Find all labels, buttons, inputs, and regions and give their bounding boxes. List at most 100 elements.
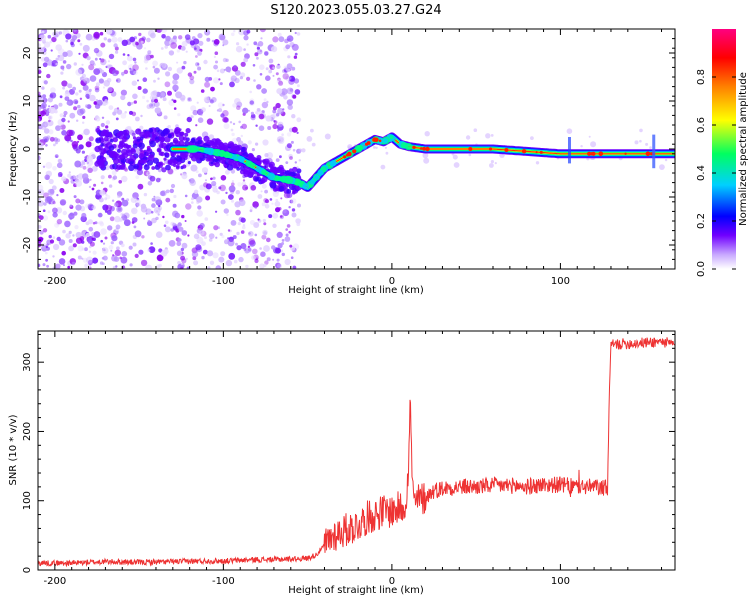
ridge-cluster-point (123, 135, 127, 139)
noise-point (121, 39, 128, 46)
noise-point (255, 124, 258, 127)
noise-point (39, 123, 47, 130)
ridge-cluster-point (157, 148, 162, 153)
noise-point (293, 55, 298, 59)
noise-point (204, 76, 210, 82)
noise-point (264, 153, 269, 158)
noise-point (145, 67, 148, 70)
noise-point (173, 99, 177, 104)
noise-point (261, 202, 266, 207)
noise-point (132, 93, 138, 100)
noise-point (69, 112, 76, 119)
noise-point (275, 102, 281, 109)
ridge-blob (218, 150, 226, 157)
ridge-cluster-point (99, 152, 105, 157)
ridge-cluster-point (173, 129, 179, 135)
noise-point (231, 132, 235, 137)
noise-point (634, 140, 639, 145)
noise-point (86, 161, 90, 165)
noise-point (168, 50, 175, 56)
noise-point (78, 144, 84, 150)
noise-point (86, 165, 90, 169)
noise-point (67, 173, 72, 178)
noise-point (156, 210, 159, 213)
noise-point (96, 99, 103, 106)
ridge-cluster-point (140, 159, 145, 165)
ridge-cluster-point (136, 138, 140, 142)
noise-point (254, 206, 258, 209)
ridge-cluster-point (139, 148, 143, 152)
noise-point (178, 226, 184, 232)
noise-point (297, 84, 300, 88)
noise-point (42, 62, 48, 68)
ridge-cluster-point (226, 163, 234, 171)
noise-point (234, 70, 241, 76)
noise-point (237, 140, 244, 146)
noise-point (46, 196, 53, 203)
noise-point (100, 122, 105, 128)
noise-point (100, 69, 105, 74)
noise-point (228, 194, 234, 200)
snr-series-line (38, 337, 675, 568)
noise-point (99, 31, 104, 36)
noise-point (68, 245, 74, 252)
noise-point (64, 96, 70, 101)
noise-point (65, 33, 72, 40)
ridge-blob (329, 160, 336, 167)
noise-point (131, 111, 137, 117)
noise-point (76, 108, 84, 116)
noise-point (167, 125, 171, 129)
ridge-blob (278, 176, 284, 181)
noise-point (157, 206, 163, 211)
ridge-cluster-point (135, 128, 142, 135)
noise-point (208, 233, 215, 240)
noise-point (134, 230, 142, 238)
noise-point (253, 222, 260, 228)
noise-point (120, 89, 127, 96)
noise-point (85, 33, 93, 41)
noise-point (147, 219, 151, 223)
noise-point (281, 242, 285, 245)
ridge-peak-blob (378, 139, 382, 143)
noise-point (242, 179, 246, 182)
noise-point (196, 200, 200, 204)
noise-point (201, 241, 206, 247)
noise-point (160, 29, 168, 33)
ridge-cluster-point (254, 177, 259, 182)
noise-point (103, 37, 108, 41)
noise-point (156, 264, 160, 269)
ridge-peak-blob (539, 150, 543, 154)
noise-point (291, 114, 296, 119)
noise-point (229, 121, 233, 124)
noise-point (148, 246, 156, 254)
noise-point (60, 71, 64, 75)
snr-frame (37, 330, 676, 571)
ridge-blob (267, 172, 276, 181)
noise-point (203, 59, 208, 65)
noise-point (82, 257, 88, 263)
noise-point (120, 112, 127, 119)
noise-point (82, 115, 86, 119)
noise-point (277, 32, 282, 37)
noise-point (63, 114, 67, 118)
noise-point (294, 89, 301, 95)
noise-point (131, 208, 136, 213)
ridge-cluster-point (132, 136, 137, 140)
noise-point (239, 76, 243, 80)
noise-point (108, 53, 115, 60)
noise-point (219, 82, 223, 86)
noise-point (107, 86, 113, 93)
noise-point (489, 163, 494, 168)
noise-point (211, 39, 215, 43)
noise-point (265, 67, 269, 71)
noise-point (62, 51, 68, 57)
noise-point (93, 31, 100, 39)
noise-point (453, 162, 460, 168)
noise-point (197, 117, 204, 123)
noise-point (102, 255, 108, 261)
noise-point (77, 39, 81, 43)
noise-point (225, 169, 230, 175)
noise-point (175, 81, 179, 85)
noise-point (83, 128, 90, 136)
noise-point (57, 158, 63, 164)
